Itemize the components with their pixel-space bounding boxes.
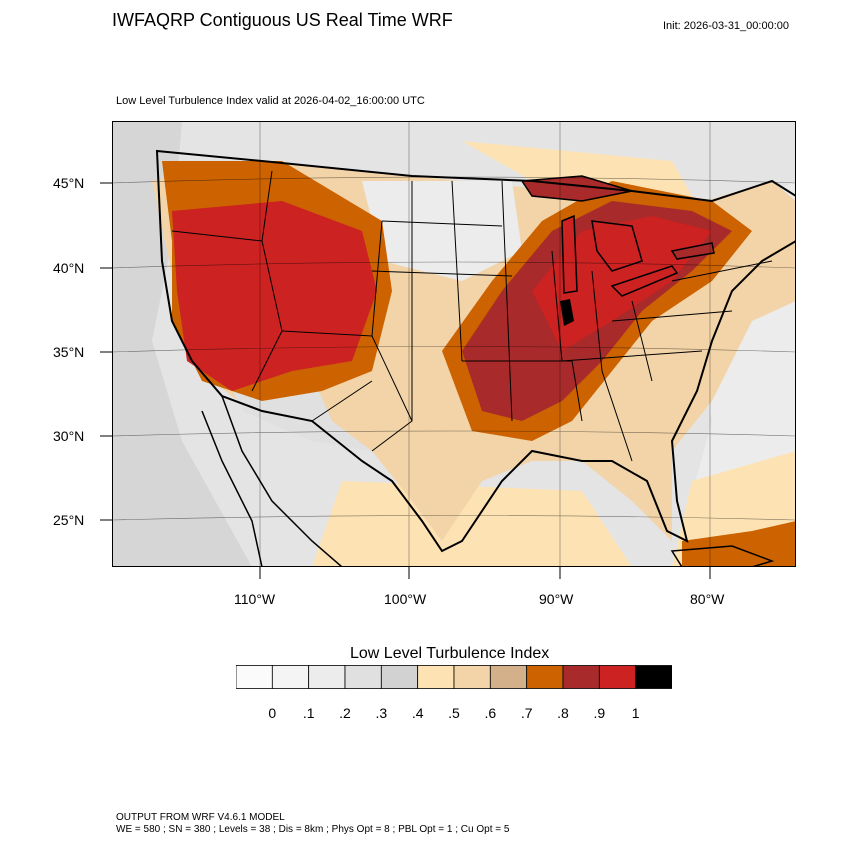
lon-label: 110°W bbox=[234, 591, 276, 607]
field-black-spot bbox=[560, 299, 574, 326]
lake-michigan bbox=[561, 214, 578, 294]
colorbar-tick-label: .6 bbox=[484, 705, 497, 721]
colorbar-tick-label: .1 bbox=[302, 705, 315, 721]
lon-label: 100°W bbox=[384, 591, 427, 607]
colorbar-swatch bbox=[344, 665, 382, 689]
lake-huron bbox=[591, 220, 643, 272]
colorbar bbox=[236, 665, 672, 689]
field-pacific bbox=[112, 121, 252, 567]
field-plains-grey bbox=[362, 181, 522, 281]
colorbar-swatch bbox=[635, 665, 672, 689]
colorbar-tick-label: 1 bbox=[631, 705, 640, 721]
lon-label: 90°W bbox=[539, 591, 574, 607]
colorbar-tick-label: .5 bbox=[448, 705, 460, 721]
lake-erie bbox=[610, 265, 679, 297]
colorbar-tick-label: .3 bbox=[375, 705, 388, 721]
map-panel bbox=[112, 121, 796, 567]
lat-label: 25°N bbox=[53, 512, 85, 528]
colorbar-tick-label: .8 bbox=[557, 705, 569, 721]
lat-label: 30°N bbox=[53, 428, 85, 444]
colorbar-swatch bbox=[453, 665, 491, 689]
colorbar-swatch bbox=[489, 665, 528, 689]
colorbar-swatch bbox=[271, 665, 310, 689]
lake-ontario bbox=[670, 242, 715, 260]
graticule bbox=[112, 121, 796, 567]
field-florida-orange bbox=[682, 521, 796, 567]
init-time: Init: 2026-03-31_00:00:00 bbox=[663, 20, 789, 32]
baja-coast bbox=[201, 410, 263, 567]
colorbar-swatch bbox=[380, 665, 419, 689]
colorbar-swatch bbox=[417, 665, 455, 689]
map-border bbox=[112, 121, 796, 567]
lat-label: 45°N bbox=[53, 175, 85, 191]
cuba bbox=[670, 545, 775, 567]
lon-label: 80°W bbox=[690, 591, 725, 607]
footer-config: WE = 580 ; SN = 380 ; Levels = 38 ; Dis … bbox=[116, 824, 510, 835]
colorbar-tick-label: .4 bbox=[411, 705, 424, 721]
colorbar-swatch bbox=[526, 665, 564, 689]
colorbar-swatch bbox=[308, 665, 346, 689]
colorbar-tick-label: .9 bbox=[593, 705, 606, 721]
map-subtitle: Low Level Turbulence Index valid at 2026… bbox=[116, 95, 425, 107]
mexico-coast bbox=[221, 395, 343, 567]
state-borders bbox=[171, 170, 773, 462]
colorbar-swatch bbox=[236, 665, 273, 689]
colorbar-title: Low Level Turbulence Index bbox=[350, 645, 550, 662]
us-outline bbox=[155, 149, 796, 553]
footer-model: OUTPUT FROM WRF V4.6.1 MODEL bbox=[116, 812, 285, 823]
colorbar-swatch bbox=[562, 665, 600, 689]
colorbar-tick-label: .7 bbox=[520, 705, 533, 721]
lat-label: 35°N bbox=[53, 344, 85, 360]
colorbar-tick-label: 0 bbox=[268, 705, 277, 721]
lat-label: 40°N bbox=[53, 260, 85, 276]
field-gulf bbox=[312, 481, 632, 567]
colorbar-tick-label: .2 bbox=[339, 705, 351, 721]
map-title: IWFAQRP Contiguous US Real Time WRF bbox=[112, 10, 453, 30]
colorbar-swatch bbox=[598, 665, 637, 689]
